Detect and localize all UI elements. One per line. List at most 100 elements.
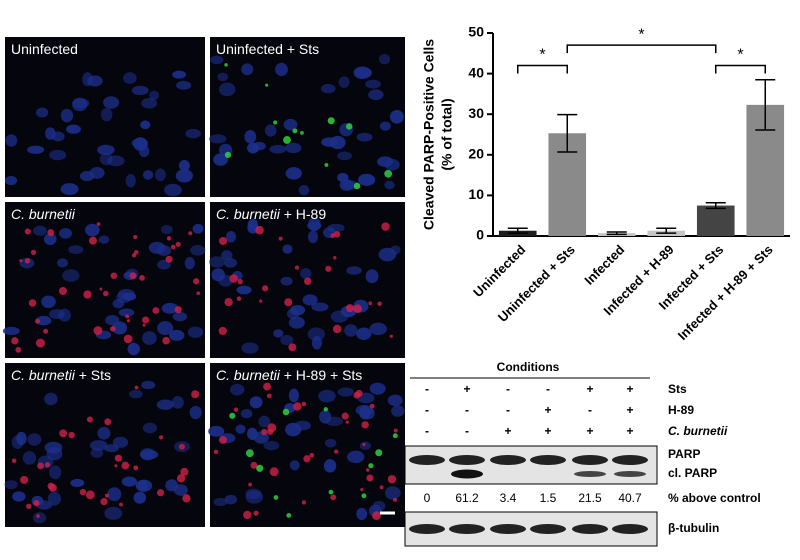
parp-stain: [324, 163, 329, 167]
nucleus: [62, 269, 80, 282]
quantification: 61.2: [455, 491, 479, 505]
nucleus: [85, 223, 100, 237]
nucleus: [282, 244, 293, 254]
nucleus: [391, 405, 405, 417]
treatment: + H-89: [280, 206, 327, 222]
parp-stain: [323, 407, 328, 412]
nucleus: [365, 79, 381, 89]
bacteria-stain: [379, 485, 384, 490]
parp-stain: [328, 489, 334, 495]
bacteria-stain: [129, 272, 137, 280]
condition-sign: -: [465, 424, 469, 438]
bacteria-stain: [24, 228, 31, 235]
bacteria-stain: [126, 319, 130, 323]
bacteria-stain: [332, 324, 342, 334]
nucleus: [384, 180, 395, 190]
bacteria-stain: [85, 490, 95, 500]
nucleus: [346, 266, 362, 275]
nucleus: [123, 72, 137, 84]
bacteria-stain: [366, 474, 374, 482]
bacteria-stain: [393, 428, 398, 433]
nucleus: [171, 395, 184, 409]
bacteria-stain: [133, 235, 138, 240]
nucleus: [356, 132, 373, 142]
significance-label: *: [638, 26, 644, 43]
parp-band: [530, 455, 566, 465]
nucleus: [359, 441, 372, 450]
y-tick-label: 50: [468, 24, 484, 40]
nucleus: [300, 268, 312, 280]
bacteria-stain: [123, 334, 133, 344]
bacteria-stain: [233, 407, 239, 412]
cleaved-parp-band: [614, 471, 646, 477]
nucleus: [389, 109, 404, 124]
nucleus: [288, 388, 299, 403]
error-bar: [606, 231, 627, 236]
condition-sign: -: [546, 382, 550, 396]
bacteria-stain: [224, 297, 233, 307]
nucleus: [68, 245, 84, 254]
bacteria-stain: [301, 401, 307, 407]
bacteria-stain: [188, 231, 193, 236]
bacteria-stain: [174, 306, 182, 314]
nucleus: [273, 329, 284, 338]
nucleus: [209, 256, 226, 268]
nucleus: [208, 134, 227, 144]
nucleus: [318, 389, 336, 403]
nucleus: [47, 491, 62, 506]
bacteria-stain: [309, 452, 315, 458]
bacteria-stain: [15, 346, 22, 353]
bacteria-stain: [255, 226, 264, 235]
nucleus: [258, 415, 271, 428]
condition-sign: +: [544, 424, 551, 438]
bacteria-stain: [303, 455, 311, 463]
parp-stain: [345, 123, 353, 130]
nucleus: [225, 231, 237, 243]
micrograph-panel: C. burnetii + H-89 + Sts: [208, 363, 405, 527]
y-tick-label: 0: [476, 227, 484, 243]
bacteria-stain: [243, 510, 252, 520]
nucleus: [32, 512, 47, 524]
bacteria-stain: [250, 461, 258, 469]
bacteria-stain: [261, 428, 268, 436]
bacteria-stain: [48, 483, 57, 492]
blot-header: Conditions: [497, 360, 560, 374]
panel-label: Uninfected: [11, 41, 78, 57]
nucleus: [148, 241, 166, 254]
condition-sign: -: [465, 403, 469, 417]
nucleus: [390, 245, 401, 255]
bacteria-stain: [133, 465, 139, 471]
organism-name: C. burnetii: [216, 206, 281, 222]
nucleus: [172, 70, 187, 79]
significance-bracket: [566, 44, 717, 54]
x-tick-label: Infected + H-89 + Sts: [675, 242, 776, 343]
loading-label: β-tubulin: [668, 521, 719, 535]
nucleus: [192, 223, 204, 234]
bacteria-stain: [377, 301, 382, 307]
parp-stain: [283, 136, 291, 144]
nucleus: [229, 383, 245, 396]
nucleus: [4, 175, 18, 186]
nucleus: [112, 436, 129, 448]
quantification: 0: [424, 491, 431, 505]
parp-stain: [282, 408, 290, 416]
nucleus: [131, 85, 149, 96]
bacteria-stain: [237, 279, 243, 285]
bacteria-stain: [345, 420, 349, 424]
nucleus: [365, 269, 379, 284]
parp-stain: [229, 412, 236, 419]
nucleus: [45, 127, 56, 140]
nucleus: [224, 257, 238, 268]
bacteria-stain: [26, 503, 32, 509]
nucleus: [157, 321, 174, 335]
nucleus: [89, 440, 108, 451]
bacteria-stain: [104, 418, 112, 426]
nucleus: [140, 120, 151, 130]
nucleus: [22, 451, 37, 465]
nucleus: [324, 438, 337, 448]
nucleus: [280, 334, 294, 346]
bacteria-stain: [11, 337, 19, 345]
nucleus: [361, 407, 375, 420]
bacteria-stain: [330, 233, 336, 239]
condition-sign: +: [504, 424, 511, 438]
